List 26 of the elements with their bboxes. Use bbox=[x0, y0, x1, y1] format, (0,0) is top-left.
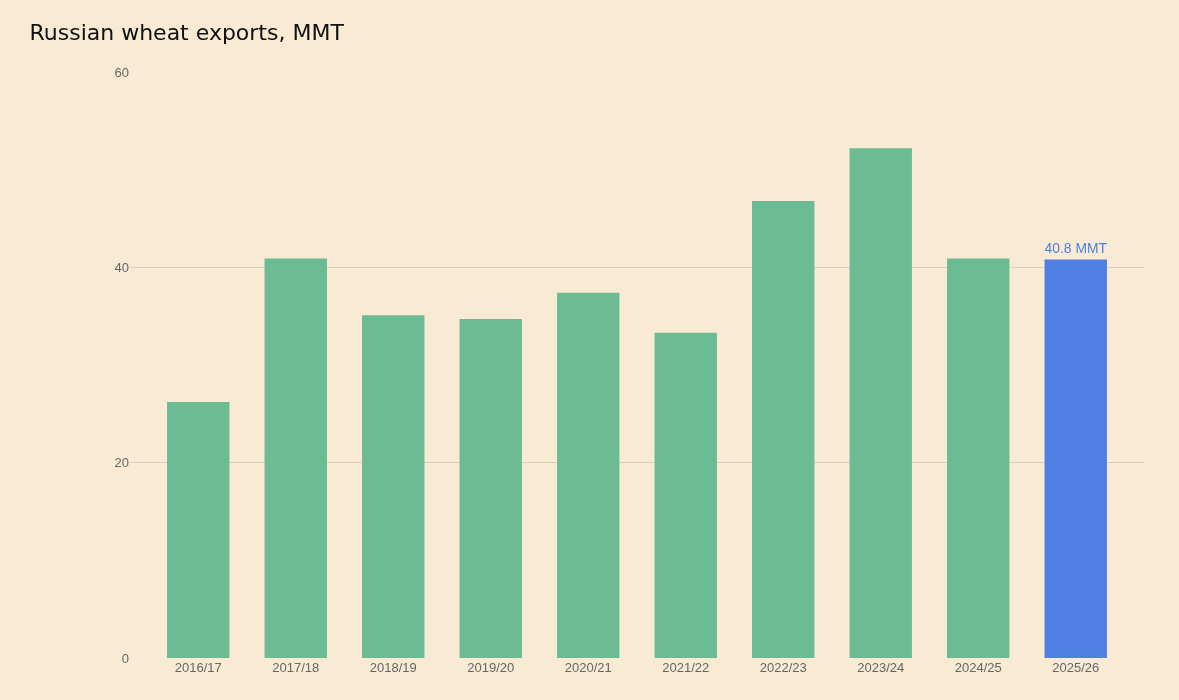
bar bbox=[459, 319, 522, 658]
x-tick-label: 2020/21 bbox=[564, 660, 612, 675]
x-tick-label: 2022/23 bbox=[759, 660, 807, 675]
x-tick-label: 2019/20 bbox=[467, 660, 515, 675]
x-tick-label: 2025/26 bbox=[1052, 660, 1100, 675]
x-tick-label: 2017/18 bbox=[272, 660, 320, 675]
y-tick-label: 20 bbox=[114, 455, 129, 471]
x-tick-label: 2023/24 bbox=[857, 660, 905, 675]
y-tick-label: 60 bbox=[114, 64, 129, 80]
x-tick-label: 2024/25 bbox=[954, 660, 1002, 675]
chart-title: Russian wheat exports, MMT bbox=[29, 19, 345, 45]
x-tick-label: 2016/17 bbox=[174, 660, 222, 675]
y-tick-label: 40 bbox=[114, 259, 129, 275]
data-label: 40.8 MMT bbox=[1044, 240, 1108, 257]
bar bbox=[947, 258, 1010, 658]
bar bbox=[264, 258, 327, 658]
y-tick-label: 0 bbox=[121, 650, 129, 666]
x-tick-label: 2018/19 bbox=[369, 660, 417, 675]
bar bbox=[849, 148, 912, 658]
bar bbox=[557, 292, 620, 658]
bar bbox=[1044, 259, 1107, 658]
x-tick-label: 2021/22 bbox=[662, 660, 710, 675]
bar bbox=[752, 200, 815, 658]
bar bbox=[362, 315, 425, 658]
bar bbox=[654, 332, 717, 658]
bar bbox=[167, 402, 230, 658]
